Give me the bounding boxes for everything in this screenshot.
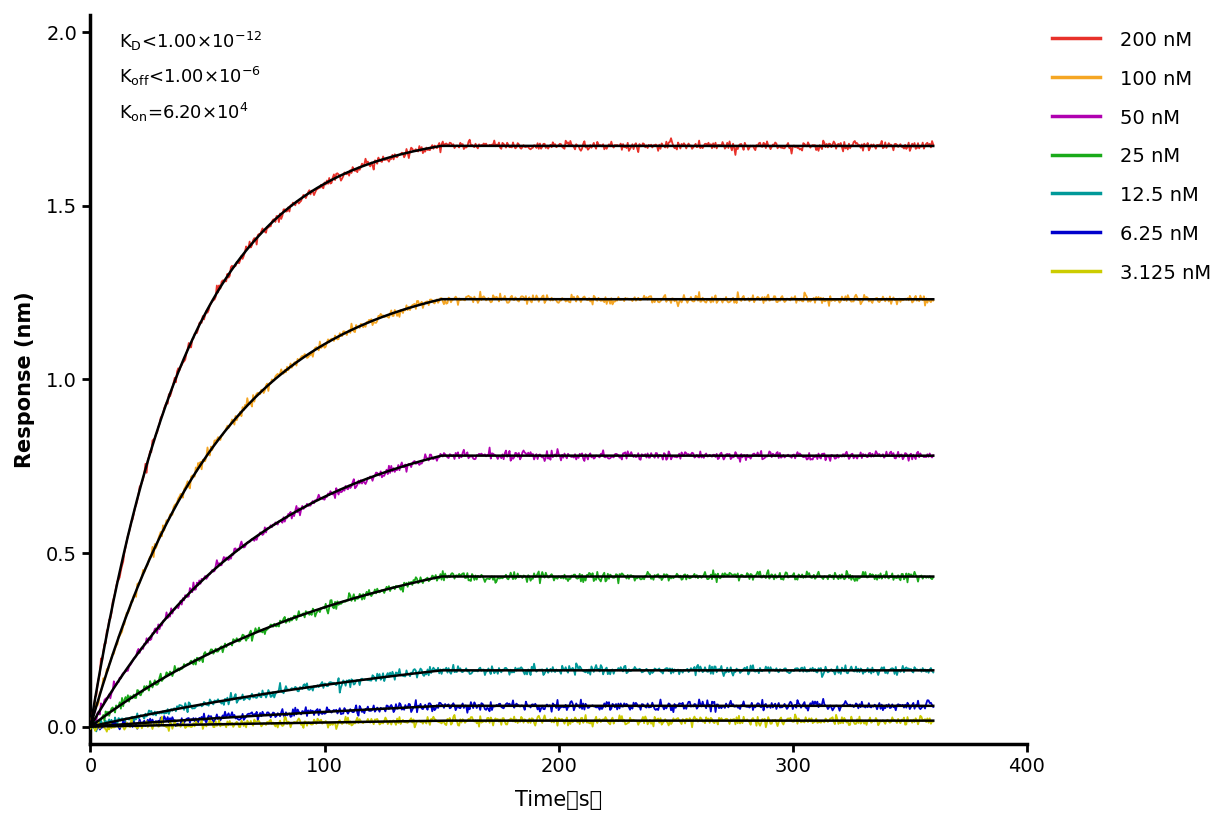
3.125 nM — [499, 719, 514, 729]
50 nM — [306, 496, 320, 506]
100 nM — [473, 287, 488, 297]
3.125 nM — [787, 710, 802, 719]
200 nM — [269, 217, 283, 227]
3.125 nM — [83, 724, 97, 733]
12.5 nM — [83, 720, 97, 730]
6.25 nM — [664, 705, 679, 715]
25 nM — [83, 718, 97, 728]
100 nM — [925, 295, 940, 305]
50 nM — [83, 716, 97, 726]
25 nM — [269, 621, 283, 631]
50 nM — [482, 442, 496, 452]
100 nM — [304, 348, 319, 358]
100 nM — [83, 719, 97, 729]
12.5 nM — [306, 686, 320, 695]
25 nM — [86, 724, 101, 733]
100 nM — [850, 292, 865, 302]
50 nM — [665, 452, 680, 462]
6.25 nM — [816, 694, 830, 704]
6.25 nM — [92, 724, 107, 734]
25 nM — [499, 570, 514, 580]
3.125 nM — [306, 719, 320, 729]
3.125 nM — [269, 719, 283, 728]
25 nM — [580, 571, 595, 581]
12.5 nM — [89, 727, 103, 737]
25 nM — [761, 565, 776, 575]
6.25 nM — [580, 703, 595, 713]
50 nM — [851, 450, 866, 460]
200 nM — [498, 140, 513, 150]
Line: 100 nM: 100 nM — [90, 292, 933, 724]
Y-axis label: Response (nm): Response (nm) — [15, 291, 34, 468]
100 nM — [580, 295, 595, 305]
3.125 nM — [925, 717, 940, 727]
25 nM — [925, 573, 940, 582]
6.25 nM — [925, 702, 940, 712]
50 nM — [925, 450, 940, 460]
50 nM — [500, 452, 515, 462]
12.5 nM — [665, 663, 680, 673]
100 nM — [499, 295, 514, 304]
50 nM — [84, 720, 99, 730]
50 nM — [269, 519, 283, 529]
6.25 nM — [83, 720, 97, 730]
6.25 nM — [306, 705, 320, 715]
Line: 12.5 nM: 12.5 nM — [90, 663, 933, 732]
200 nM — [579, 142, 594, 152]
100 nM — [664, 298, 679, 308]
12.5 nM — [851, 663, 866, 673]
3.125 nM — [851, 718, 866, 728]
200 nM — [850, 139, 865, 148]
200 nM — [83, 720, 97, 730]
3.125 nM — [100, 727, 115, 737]
Line: 50 nM: 50 nM — [90, 447, 933, 725]
100 nM — [269, 371, 283, 381]
12.5 nM — [569, 658, 584, 668]
25 nM — [851, 572, 866, 582]
6.25 nM — [851, 704, 866, 714]
Text: K$_\mathregular{D}$<1.00×10$^{-12}$
K$_\mathregular{off}$<1.00×10$^{-6}$
K$_\mat: K$_\mathregular{D}$<1.00×10$^{-12}$ K$_\… — [118, 30, 261, 125]
12.5 nM — [582, 665, 596, 675]
200 nM — [664, 134, 679, 144]
12.5 nM — [925, 667, 940, 677]
Line: 6.25 nM: 6.25 nM — [90, 699, 933, 729]
12.5 nM — [269, 687, 283, 697]
200 nM — [304, 186, 319, 196]
Line: 3.125 nM: 3.125 nM — [90, 714, 933, 732]
3.125 nM — [580, 718, 595, 728]
Line: 25 nM: 25 nM — [90, 570, 933, 728]
25 nM — [306, 604, 320, 614]
X-axis label: Time（s）: Time（s） — [515, 790, 602, 810]
25 nM — [664, 573, 679, 583]
200 nM — [925, 139, 940, 149]
200 nM — [663, 137, 678, 147]
Line: 200 nM: 200 nM — [90, 139, 933, 725]
50 nM — [582, 450, 596, 460]
Legend: 200 nM, 100 nM, 50 nM, 25 nM, 12.5 nM, 6.25 nM, 3.125 nM: 200 nM, 100 nM, 50 nM, 25 nM, 12.5 nM, 6… — [1046, 25, 1217, 289]
6.25 nM — [269, 711, 283, 721]
6.25 nM — [499, 699, 514, 709]
12.5 nM — [499, 663, 514, 673]
3.125 nM — [664, 719, 679, 729]
